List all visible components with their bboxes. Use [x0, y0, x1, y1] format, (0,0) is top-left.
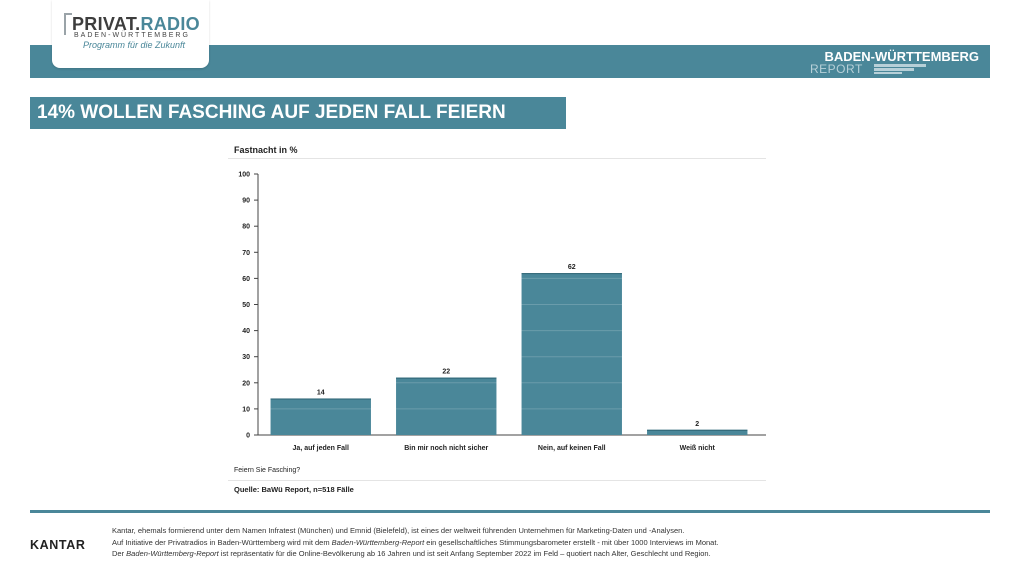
y-tick-label: 10: [242, 406, 250, 413]
y-tick-label: 90: [242, 198, 250, 205]
chart-source: Quelle: BaWü Report, n=518 Fälle: [234, 485, 354, 494]
chart-panel: Fastnacht in % 0 10 20 30 40 50 60 70 80 90 100 14 J…: [228, 138, 766, 482]
footer-line-2: Auf Initiative der Privatradios in Baden…: [112, 537, 719, 547]
y-tick-label: 50: [242, 302, 250, 309]
bar: [647, 429, 748, 435]
y-tick-label: 20: [242, 380, 250, 387]
y-tick-label: 80: [242, 224, 250, 231]
chart-bottom-rule: [228, 480, 766, 481]
privat-radio-logo: [52, 0, 209, 68]
chart-title: Fastnacht in %: [234, 145, 298, 155]
logo-bracket-icon: [64, 13, 72, 35]
bar: [521, 273, 622, 435]
x-tick-label: Weiß nicht: [680, 445, 716, 452]
logo-brand: PRIVAT.RADIO: [72, 14, 200, 35]
data-label: 14: [317, 389, 325, 396]
footer-rule: [30, 510, 990, 513]
data-label: 62: [568, 264, 576, 271]
logo-brand-part1: PRIVAT.: [72, 14, 141, 34]
kantar-logo: KANTAR: [30, 538, 86, 552]
data-label: 22: [442, 369, 450, 376]
footer-line-1: Kantar, ehemals formierend unter dem Nam…: [112, 526, 685, 535]
bar-chart: 0 10 20 30 40 50 60 70 80 90 100 14 Ja, auf jeden Fa…: [238, 172, 766, 452]
logo-brand-part2: RADIO: [140, 14, 200, 34]
chart-top-rule: [228, 158, 766, 159]
bar: [270, 398, 371, 435]
y-tick-label: 60: [242, 276, 250, 283]
footer-text: Kantar, ehemals formierend unter dem Nam…: [112, 525, 972, 560]
logo-region: BADEN-WÜRTTEMBERG: [74, 32, 190, 39]
y-tick-label: 70: [242, 250, 250, 257]
slide-headline: 14% WOLLEN FASCHING AUF JEDEN FALL FEIER…: [30, 97, 566, 129]
x-tick-label: Nein, auf keinen Fall: [538, 445, 606, 452]
x-tick-label: Ja, auf jeden Fall: [293, 445, 349, 452]
report-logo-subtitle: REPORT: [810, 62, 863, 76]
report-logo-bars-icon: [874, 64, 926, 74]
y-tick-label: 40: [242, 328, 250, 335]
chart-question: Feiern Sie Fasching?: [234, 467, 301, 474]
y-tick-label: 100: [238, 172, 250, 179]
logo-tagline: Programm für die Zukunft: [83, 40, 186, 50]
x-tick-label: Bin mir noch nicht sicher: [404, 445, 488, 452]
report-logo-title: BADEN-WÜRTTEMBERG: [824, 49, 979, 64]
data-label: 2: [695, 421, 699, 428]
y-tick-label: 30: [242, 354, 250, 361]
bar: [396, 377, 497, 435]
y-tick-label: 0: [246, 433, 250, 440]
footer-line-3: Der Baden-Württemberg-Report ist repräse…: [112, 549, 711, 558]
